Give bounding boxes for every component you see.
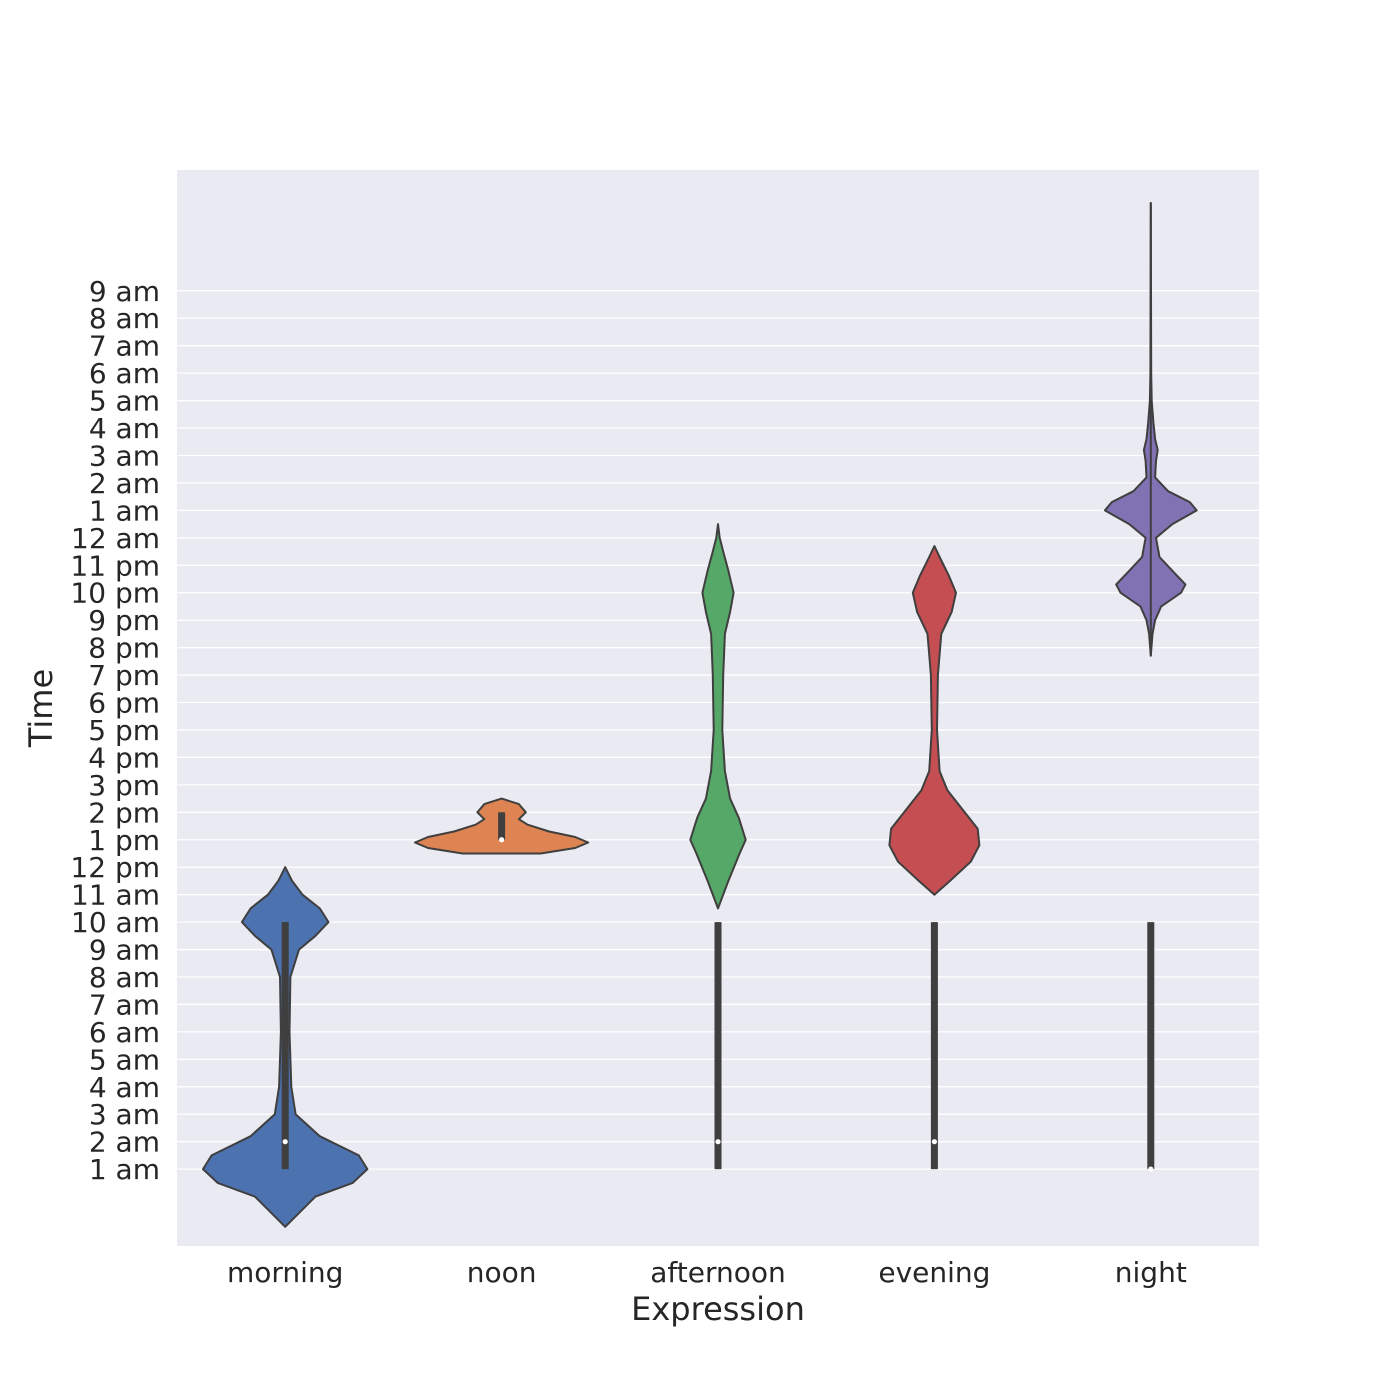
violin-median bbox=[1148, 1166, 1154, 1172]
y-tick-label: 12 pm bbox=[70, 851, 160, 884]
violin-median bbox=[282, 1139, 288, 1145]
x-axis-ticks: morning noon afternoon evening night bbox=[227, 1256, 1187, 1289]
violin-noon bbox=[414, 797, 590, 855]
y-tick-label: 8 am bbox=[89, 302, 160, 335]
y-tick-label: 6 pm bbox=[88, 687, 160, 720]
y-tick-label: 5 pm bbox=[88, 714, 160, 747]
violin-median bbox=[715, 1139, 721, 1145]
y-tick-label: 3 am bbox=[89, 1098, 160, 1131]
y-tick-label: 3 pm bbox=[88, 769, 160, 802]
violin-median bbox=[499, 837, 505, 843]
violin-body bbox=[689, 523, 747, 910]
violin-median bbox=[931, 1139, 938, 1145]
y-tick-label: 8 am bbox=[89, 961, 160, 994]
y-tick-label: 2 am bbox=[89, 467, 160, 500]
y-tick-label: 4 pm bbox=[88, 741, 160, 774]
y-tick-label: 10 pm bbox=[70, 577, 160, 610]
y-tick-label: 1 am bbox=[89, 494, 160, 527]
x-tick-label: morning bbox=[227, 1256, 343, 1289]
y-tick-label: 12 am bbox=[71, 522, 160, 555]
violins bbox=[202, 201, 1198, 1228]
y-tick-label: 5 am bbox=[89, 1043, 160, 1076]
x-tick-label: evening bbox=[878, 1256, 990, 1289]
y-tick-label: 6 am bbox=[89, 357, 160, 390]
y-tick-label: 8 pm bbox=[88, 632, 160, 665]
x-tick-label: noon bbox=[467, 1256, 537, 1289]
y-tick-label: 4 am bbox=[89, 412, 160, 445]
violin-body bbox=[888, 545, 981, 896]
y-tick-label: 1 pm bbox=[88, 824, 160, 857]
y-tick-label: 7 am bbox=[89, 988, 160, 1021]
violin-afternoon bbox=[689, 523, 747, 1170]
x-tick-label: afternoon bbox=[650, 1256, 786, 1289]
y-tick-label: 9 pm bbox=[88, 604, 160, 637]
y-tick-label: 2 pm bbox=[88, 796, 160, 829]
y-tick-label: 7 pm bbox=[88, 659, 160, 692]
x-axis-title: Expression bbox=[631, 1290, 805, 1328]
violin-night bbox=[1103, 201, 1198, 1172]
x-tick-label: night bbox=[1115, 1256, 1187, 1289]
violin-morning bbox=[202, 866, 369, 1228]
y-tick-label: 11 am bbox=[71, 879, 160, 912]
violin-evening bbox=[888, 545, 981, 1170]
y-tick-label: 10 am bbox=[71, 906, 160, 939]
y-tick-label: 9 am bbox=[89, 275, 160, 308]
y-axis-title: Time bbox=[22, 669, 60, 748]
y-tick-label: 9 am bbox=[89, 934, 160, 967]
y-tick-label: 7 am bbox=[89, 330, 160, 363]
y-tick-label: 4 am bbox=[89, 1071, 160, 1104]
y-tick-label: 2 am bbox=[89, 1126, 160, 1159]
y-tick-label: 6 am bbox=[89, 1016, 160, 1049]
y-tick-label: 11 pm bbox=[70, 549, 160, 582]
y-tick-label: 5 am bbox=[89, 385, 160, 418]
y-tick-label: 1 am bbox=[89, 1153, 160, 1186]
y-tick-label: 3 am bbox=[89, 439, 160, 472]
